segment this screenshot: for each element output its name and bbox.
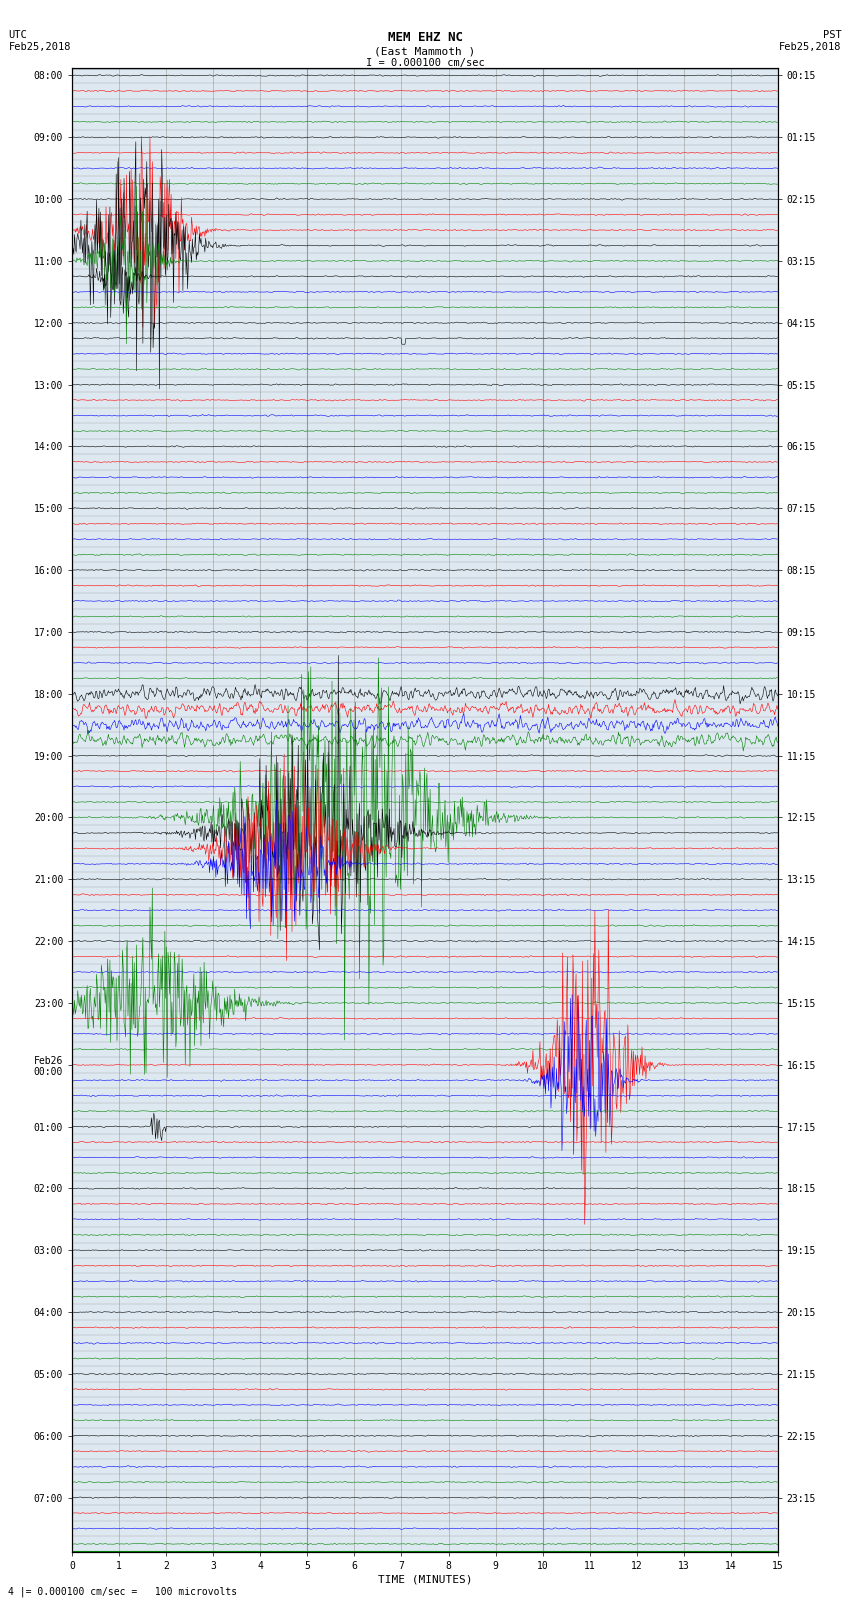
- X-axis label: TIME (MINUTES): TIME (MINUTES): [377, 1574, 473, 1586]
- Text: I = 0.000100 cm/sec: I = 0.000100 cm/sec: [366, 58, 484, 68]
- Text: Feb25,2018: Feb25,2018: [8, 42, 71, 52]
- Text: UTC: UTC: [8, 31, 27, 40]
- Text: MEM EHZ NC: MEM EHZ NC: [388, 31, 462, 44]
- Text: 4 |= 0.000100 cm/sec =   100 microvolts: 4 |= 0.000100 cm/sec = 100 microvolts: [8, 1586, 238, 1597]
- Text: PST: PST: [823, 31, 842, 40]
- Text: (East Mammoth ): (East Mammoth ): [374, 47, 476, 56]
- Text: Feb25,2018: Feb25,2018: [779, 42, 842, 52]
